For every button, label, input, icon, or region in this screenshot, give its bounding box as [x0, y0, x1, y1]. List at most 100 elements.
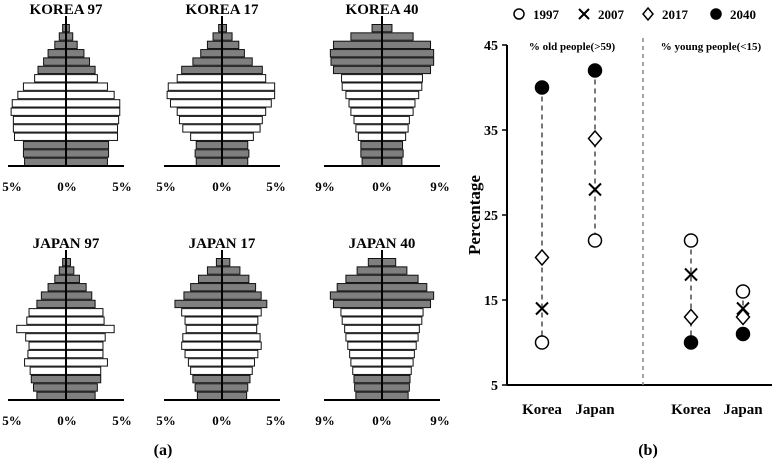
- pyramid-bar-right: [221, 391, 248, 401]
- pyramid-bar-left: [182, 333, 223, 342]
- pyramid-bar-left: [27, 349, 67, 359]
- pyramid-bar-left: [350, 358, 383, 367]
- pyramid-bar-right: [381, 40, 432, 50]
- pyramid-bar-left: [345, 274, 383, 284]
- pyramid-bar-left: [371, 24, 383, 33]
- pyramid-bar-left: [24, 358, 67, 367]
- pyramid-bar-right: [65, 90, 115, 100]
- data-point-2040: [735, 326, 751, 342]
- panel-label-a: (a): [154, 442, 173, 459]
- pyramid-bar-right: [381, 349, 415, 359]
- pyramid-bar-left: [350, 32, 383, 41]
- pyramid-bar-right: [381, 366, 412, 375]
- pyramid-bar-left: [330, 57, 383, 66]
- pyramid-bar-right: [221, 57, 253, 66]
- pyramid-bar-left: [184, 349, 223, 359]
- pyramid-bar-left: [206, 266, 223, 275]
- pyramid-bar-right: [65, 333, 106, 342]
- pyramid-bar-left: [54, 274, 67, 284]
- pyramid-bar-right: [221, 40, 240, 50]
- pyramid-bar-left: [181, 341, 223, 350]
- pyramid-bar-left: [36, 391, 67, 401]
- pyramid-bar-left: [11, 99, 67, 108]
- population-pyramids-panel: KOREA 97 5% 0% 5% KOREA 17 5% 0% 5% KOREA 40 9% 0%…: [2, 2, 450, 428]
- pyramid-title: KOREA 40: [346, 2, 419, 18]
- pyramid-bar-left: [185, 324, 223, 334]
- pyramid-bar-right: [381, 341, 417, 350]
- pyramid-bar-right: [65, 32, 74, 41]
- legend-label: 2040: [730, 7, 756, 22]
- pyramid-bar-left: [166, 90, 223, 100]
- pyramid-bar-right: [381, 274, 419, 284]
- pyramid-bar-left: [360, 149, 383, 158]
- pyramid-bar-left: [196, 391, 223, 401]
- pyramid-bar-left: [54, 40, 67, 50]
- data-point-2017: [534, 248, 550, 267]
- pyramid-bar-left: [28, 341, 67, 350]
- pyramid-bar-left: [22, 140, 67, 150]
- pyramid-bar-left: [353, 374, 383, 384]
- pyramid-bar-left: [30, 374, 67, 384]
- pyramid-bar-right: [381, 383, 410, 392]
- pyramid-bar-right: [381, 90, 420, 100]
- pyramid-bar-right: [221, 383, 249, 392]
- x-category-label: Korea: [522, 402, 562, 418]
- pyramid-bar-left: [47, 49, 67, 58]
- pyramid-bar-right: [221, 157, 249, 167]
- pyramid-bar-left: [344, 324, 383, 334]
- pyramid-bar-left: [194, 383, 223, 392]
- pyramid-bar-right: [381, 32, 414, 41]
- pyramid-bar-right: [221, 341, 262, 350]
- data-point-2007: [588, 182, 602, 197]
- panel-label-b: (b): [638, 442, 658, 459]
- pyramid-tick-label: 0%: [57, 179, 77, 194]
- pyramid-title: JAPAN 17: [189, 236, 256, 252]
- pyramid-bar-left: [29, 366, 67, 375]
- x-category-label: Japan: [575, 402, 615, 418]
- pyramid-bar-right: [221, 333, 261, 342]
- pyramid-bar-right: [221, 99, 272, 108]
- pyramid-bar-left: [190, 132, 223, 141]
- data-point-1997: [735, 284, 751, 299]
- pyramid-bar-left: [58, 266, 67, 275]
- pyramid-bar-right: [65, 316, 105, 325]
- pyramid-bar-right: [221, 374, 251, 384]
- data-point-2040: [587, 63, 603, 78]
- pyramid-bar-left: [356, 266, 383, 275]
- pyramid-bar-left: [36, 299, 67, 309]
- pyramid-bar-left: [47, 283, 67, 292]
- pyramid-bar-left: [40, 291, 67, 300]
- pyramid-bar-right: [381, 132, 407, 141]
- pyramid-bar-right: [65, 266, 75, 275]
- pyramid-title: JAPAN 40: [349, 236, 416, 252]
- data-point-2017: [587, 129, 603, 148]
- pyramid-bar-right: [65, 291, 93, 300]
- y-tick-label: 35: [484, 124, 498, 139]
- x-category-label: Japan: [723, 402, 763, 418]
- pyramid-bar-left: [37, 65, 67, 75]
- pyramid-bar-right: [221, 65, 263, 75]
- pyramid-bar-right: [221, 316, 259, 325]
- pyramid-japan-40: JAPAN 40 9% 0% 9%: [315, 236, 450, 428]
- pyramid-bar-left: [17, 90, 67, 100]
- data-point-2007: [684, 267, 698, 282]
- group-label: % old people(>59): [529, 41, 616, 53]
- legend-marker-2007: [578, 8, 590, 20]
- pyramid-bar-right: [65, 149, 110, 158]
- pyramid-bar-left: [367, 258, 383, 267]
- pyramid-bar-right: [381, 65, 432, 75]
- pyramid-bar-right: [381, 391, 409, 401]
- pyramid-bar-right: [221, 74, 267, 83]
- pyramid-bar-left: [347, 341, 383, 350]
- pyramid-bar-left: [34, 74, 67, 83]
- pyramid-title: JAPAN 97: [33, 236, 100, 252]
- pyramid-bar-left: [190, 283, 223, 292]
- pyramid-bar-right: [65, 115, 120, 125]
- pyramid-bar-right: [381, 74, 423, 83]
- pyramid-bar-left: [197, 274, 223, 284]
- y-axis-title: Percentage: [465, 175, 484, 255]
- pyramid-tick-label: 0%: [57, 413, 77, 428]
- pyramid-bar-right: [65, 132, 119, 141]
- y-tick-label: 5: [491, 379, 498, 394]
- pyramid-bar-left: [176, 107, 223, 116]
